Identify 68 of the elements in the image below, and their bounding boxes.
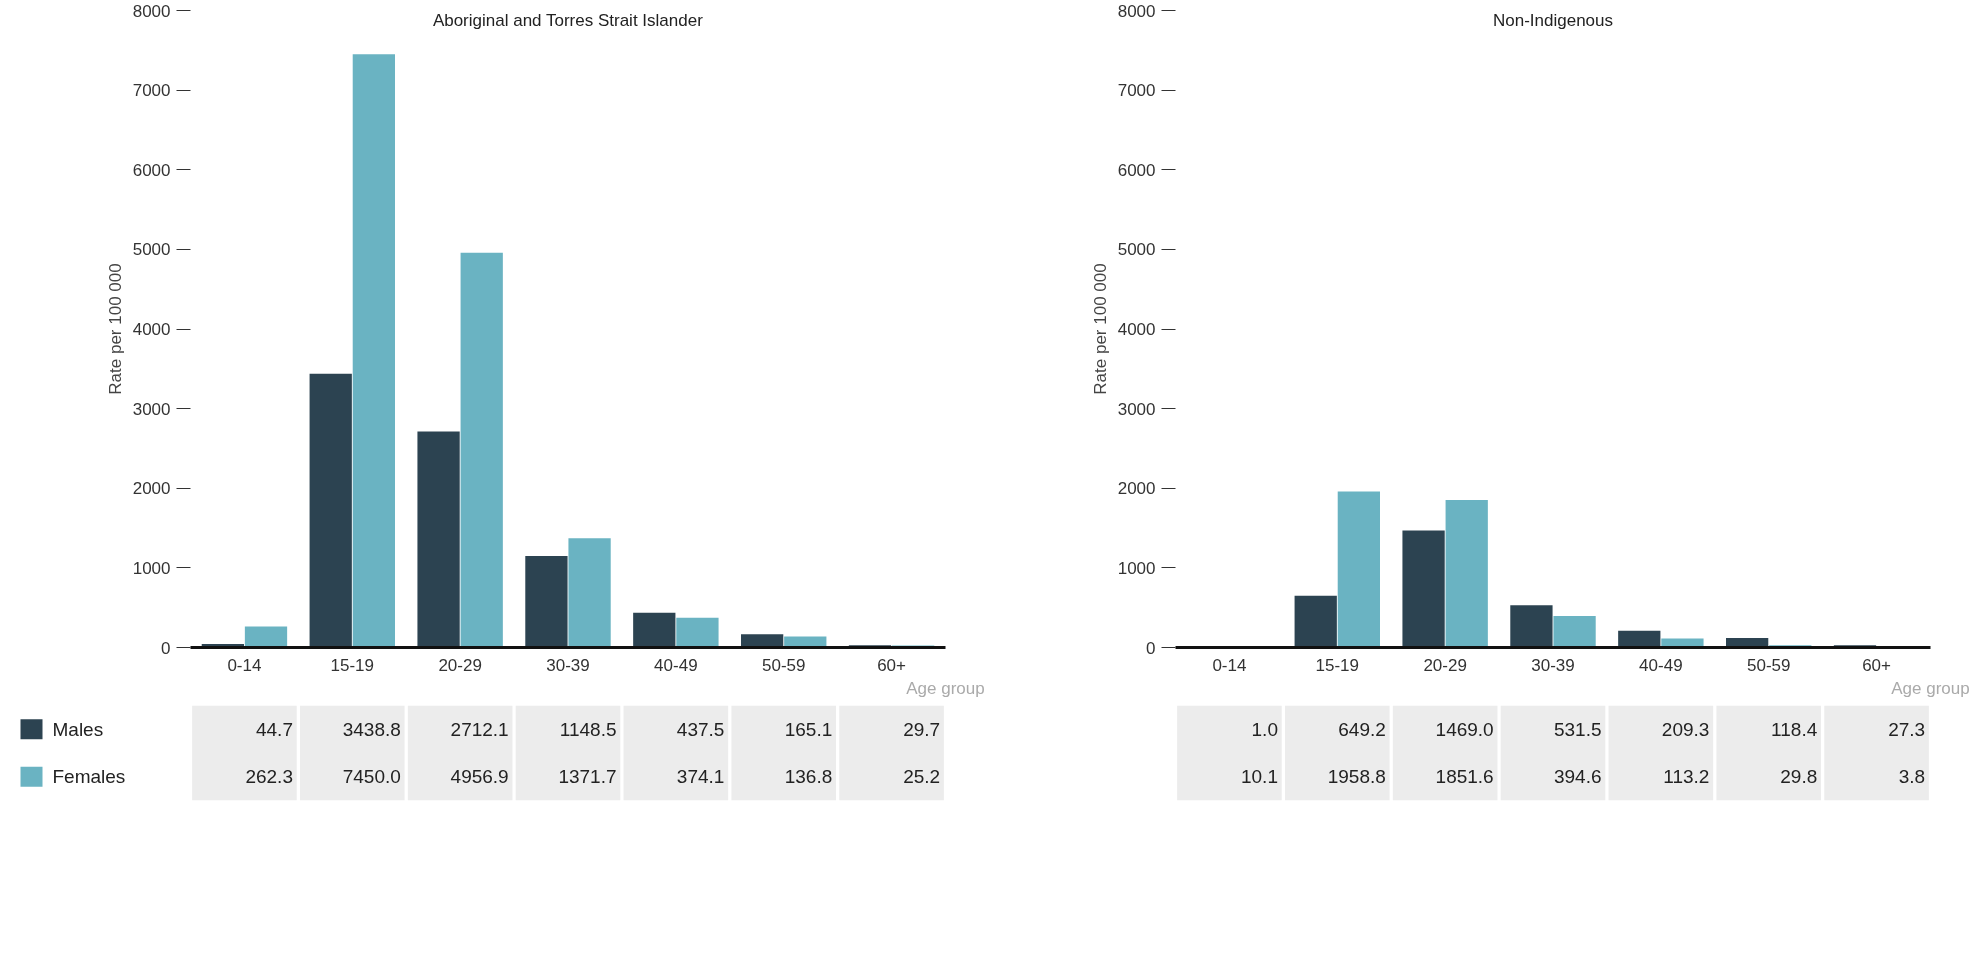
data-label: 394.6	[1553, 766, 1602, 788]
data-label: 27.3	[1888, 718, 1926, 740]
chart-title: Non-Indigenous	[1492, 10, 1614, 30]
y-tick-label: 4000	[132, 320, 171, 339]
x-axis-title: Age group	[1891, 678, 1970, 698]
x-tick-label: 40-49	[654, 655, 698, 675]
y-tick-label: 8000	[132, 1, 171, 21]
data-label: 165.1	[784, 718, 833, 740]
x-tick-label: 50-59	[1746, 655, 1791, 675]
data-label: 25.2	[903, 766, 941, 788]
y-tick-label: 8000	[1117, 1, 1156, 21]
data-label: 3438.8	[342, 718, 401, 740]
y-tick-label: 1000	[1117, 558, 1156, 578]
y-tick-label: 0	[161, 638, 171, 658]
data-label: 1.0	[1251, 718, 1278, 740]
y-tick-label: 3000	[132, 399, 171, 419]
y-tick-label: 4000	[1117, 320, 1156, 339]
data-label: 118.4	[1771, 718, 1818, 740]
x-tick-label: 60+	[877, 655, 907, 675]
y-axis-title: Rate per 100 000	[105, 263, 125, 395]
data-label: 7450.0	[342, 766, 401, 788]
x-tick-label: 30-39	[1531, 655, 1575, 675]
x-tick-label: 0-14	[227, 655, 262, 675]
data-label: 262.3	[245, 766, 293, 788]
data-label: 10.1	[1240, 766, 1278, 788]
data-label: 1958.8	[1327, 766, 1386, 788]
data-label: 29.7	[903, 718, 941, 740]
data-label: 1469.0	[1435, 718, 1494, 740]
data-label: 2712.1	[450, 718, 509, 740]
y-tick-label: 3000	[1117, 399, 1156, 419]
data-label: 1851.6	[1435, 766, 1494, 788]
chart-title: Aboriginal and Torres Strait Islander	[432, 10, 704, 30]
data-label: 374.1	[676, 766, 725, 788]
data-label: 136.8	[784, 766, 833, 788]
y-tick-label: 7000	[1117, 81, 1156, 101]
y-tick-label: 7000	[132, 81, 171, 101]
data-label: 531.5	[1553, 718, 1602, 740]
x-tick-label: 15-19	[1315, 655, 1360, 675]
data-label: 4956.9	[450, 766, 509, 788]
x-tick-label: 30-39	[546, 655, 590, 675]
data-label: 1371.7	[558, 766, 617, 788]
x-tick-label: 50-59	[761, 655, 806, 675]
y-tick-label: 5000	[132, 240, 171, 260]
legend-label: Males	[52, 718, 104, 740]
data-label: 113.2	[1663, 766, 1710, 788]
x-tick-label: 15-19	[330, 655, 375, 675]
data-label: 437.5	[676, 718, 725, 740]
y-tick-label: 2000	[132, 479, 171, 499]
data-label: 1148.5	[559, 718, 617, 740]
data-label: 3.8	[1898, 766, 1926, 788]
legend-label: Females	[52, 766, 126, 788]
y-tick-label: 6000	[132, 160, 171, 180]
y-tick-label: 2000	[1117, 479, 1156, 499]
x-tick-label: 20-29	[1423, 655, 1467, 675]
x-tick-label: 40-49	[1639, 655, 1683, 675]
y-tick-label: 0	[1146, 638, 1156, 658]
y-tick-label: 6000	[1117, 160, 1156, 180]
data-label: 649.2	[1338, 718, 1386, 740]
x-axis-title: Age group	[906, 678, 985, 698]
y-tick-label: 1000	[132, 558, 171, 578]
x-tick-label: 0-14	[1212, 655, 1247, 675]
x-tick-label: 60+	[1862, 655, 1892, 675]
data-label: 209.3	[1661, 718, 1710, 740]
y-tick-label: 5000	[1117, 240, 1156, 260]
data-label: 44.7	[255, 718, 293, 740]
y-axis-title: Rate per 100 000	[1090, 263, 1110, 395]
x-tick-label: 20-29	[438, 655, 482, 675]
data-label: 29.8	[1780, 766, 1818, 788]
